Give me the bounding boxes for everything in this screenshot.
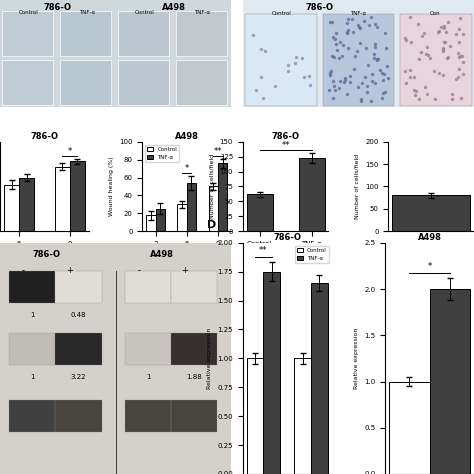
Bar: [171, 333, 218, 365]
Bar: [299, 158, 325, 231]
Text: +: +: [182, 266, 188, 275]
Text: D: D: [207, 219, 217, 230]
Text: TNF-α: TNF-α: [194, 9, 210, 15]
Text: A498: A498: [162, 3, 185, 12]
Bar: [187, 183, 196, 231]
Bar: [392, 195, 470, 231]
Text: TNF-α: TNF-α: [350, 11, 366, 16]
Bar: [146, 215, 155, 231]
Y-axis label: Number of cells/field: Number of cells/field: [209, 154, 214, 219]
Bar: [155, 209, 165, 231]
Text: Control: Control: [272, 11, 292, 16]
Text: -: -: [137, 266, 140, 275]
Bar: [118, 60, 169, 105]
Bar: [311, 283, 328, 474]
Bar: [264, 272, 280, 474]
Text: 1.88: 1.88: [186, 374, 202, 380]
Text: **: **: [259, 246, 268, 255]
X-axis label: Time (hr): Time (hr): [171, 253, 203, 259]
Bar: [322, 14, 394, 106]
Text: (hr): (hr): [39, 247, 50, 252]
Bar: [125, 400, 171, 432]
Bar: [171, 400, 218, 432]
Bar: [294, 358, 311, 474]
Legend: Control, TNF-α: Control, TNF-α: [145, 145, 179, 162]
Text: 3.22: 3.22: [71, 374, 86, 380]
Bar: [55, 400, 102, 432]
Y-axis label: Relative expression: Relative expression: [354, 328, 358, 389]
Title: A498: A498: [175, 132, 199, 141]
Title: 786-O: 786-O: [273, 233, 301, 242]
Bar: [247, 358, 264, 474]
Text: +: +: [66, 266, 73, 275]
Bar: [9, 271, 55, 303]
Y-axis label: Number of cells/field: Number of cells/field: [355, 154, 360, 219]
Text: 786-O: 786-O: [44, 3, 72, 12]
Bar: [218, 163, 227, 231]
Bar: [389, 382, 429, 474]
Bar: [9, 333, 55, 365]
Bar: [177, 204, 187, 231]
Text: 786-O: 786-O: [305, 3, 333, 12]
Text: *: *: [68, 147, 72, 156]
Text: 1: 1: [30, 374, 35, 380]
Bar: [9, 400, 55, 432]
Bar: [19, 178, 34, 231]
Bar: [125, 333, 171, 365]
Bar: [245, 14, 317, 106]
Bar: [60, 11, 111, 56]
Bar: [118, 11, 169, 56]
Bar: [125, 271, 171, 303]
Text: *: *: [428, 262, 432, 271]
Text: -: -: [22, 266, 25, 275]
Text: A498: A498: [150, 250, 174, 259]
Bar: [55, 167, 70, 231]
Bar: [2, 11, 53, 56]
Bar: [4, 185, 19, 231]
Bar: [70, 162, 85, 231]
Title: 786-O: 786-O: [272, 132, 300, 141]
Legend: Control, TNF-α: Control, TNF-α: [295, 246, 329, 263]
Bar: [176, 11, 227, 56]
Bar: [55, 271, 102, 303]
Text: Control: Control: [19, 9, 39, 15]
Text: 0.48: 0.48: [71, 312, 86, 318]
Text: **: **: [282, 141, 290, 150]
Bar: [171, 271, 218, 303]
Text: *: *: [185, 164, 189, 173]
Bar: [246, 194, 273, 231]
Bar: [209, 186, 218, 231]
Text: Con: Con: [429, 11, 440, 16]
Text: 786-O: 786-O: [32, 250, 60, 259]
Text: 1: 1: [30, 312, 35, 318]
Y-axis label: Relative expression: Relative expression: [207, 328, 212, 389]
Bar: [60, 60, 111, 105]
Text: **: **: [214, 147, 222, 156]
Text: TNF-α: TNF-α: [79, 9, 95, 15]
Bar: [400, 14, 472, 106]
Text: Control: Control: [135, 9, 155, 15]
Title: A498: A498: [418, 233, 441, 242]
Bar: [55, 333, 102, 365]
Bar: [2, 60, 53, 105]
Y-axis label: Wound healing (%): Wound healing (%): [109, 157, 113, 216]
Text: 1: 1: [146, 374, 150, 380]
Bar: [176, 60, 227, 105]
Bar: [429, 289, 470, 474]
Title: 786-O: 786-O: [30, 132, 58, 141]
